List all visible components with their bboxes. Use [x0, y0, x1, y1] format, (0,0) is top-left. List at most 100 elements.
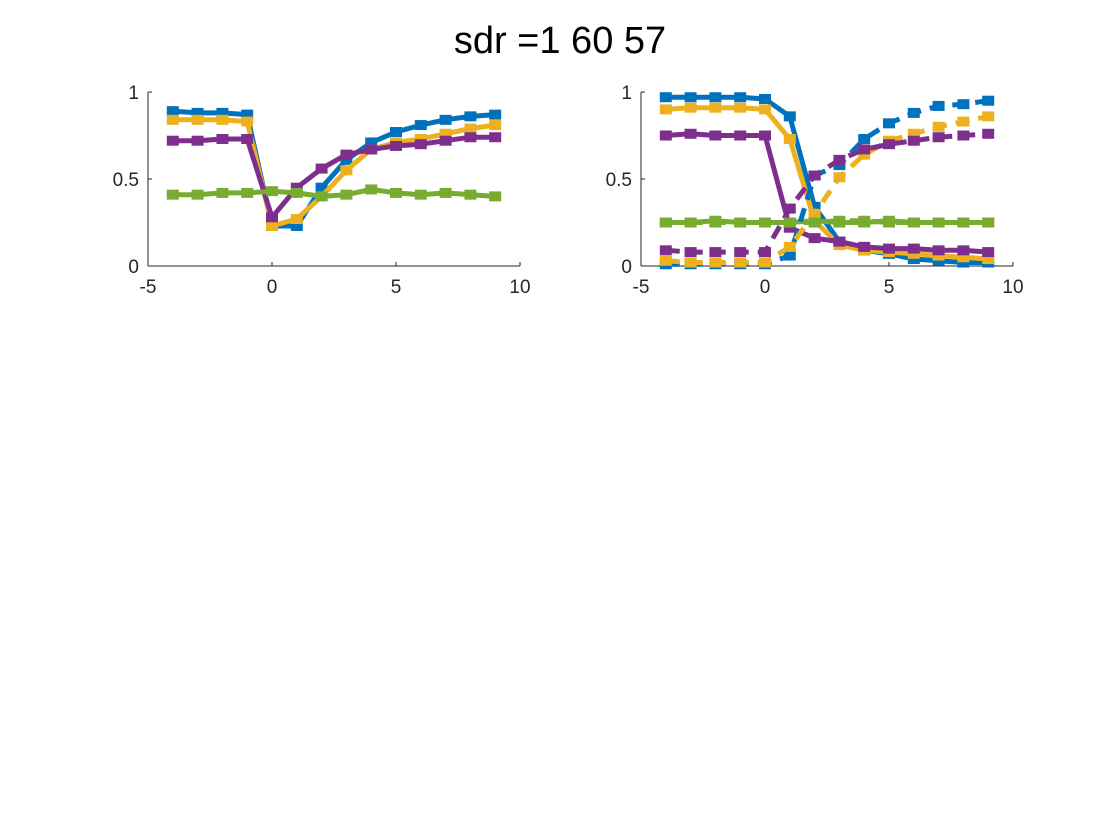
data-point — [414, 120, 427, 131]
y-tick-label: 0.5 — [113, 170, 139, 191]
data-point — [684, 92, 697, 103]
data-point — [340, 189, 353, 200]
data-point — [290, 187, 303, 198]
data-point — [216, 107, 229, 118]
data-point — [957, 99, 970, 110]
data-point — [464, 189, 477, 200]
y-tick-label: 0.5 — [606, 170, 632, 191]
y-tick-label: 1 — [621, 83, 632, 104]
data-point — [659, 92, 672, 103]
data-point — [982, 247, 995, 258]
data-point — [216, 133, 229, 144]
data-point — [783, 217, 796, 228]
data-point — [957, 217, 970, 228]
x-tick-label: 0 — [267, 277, 278, 298]
data-point — [957, 257, 970, 268]
data-point — [166, 135, 179, 146]
data-point — [982, 111, 995, 122]
data-point — [883, 118, 895, 129]
data-point — [858, 149, 871, 160]
data-point — [241, 187, 254, 198]
x-tick-label: 5 — [884, 277, 895, 298]
data-point — [982, 95, 995, 106]
data-point — [709, 130, 722, 141]
data-point — [808, 201, 821, 212]
data-point — [709, 247, 722, 258]
data-point — [489, 120, 502, 131]
x-tick-label: 10 — [1002, 277, 1023, 298]
data-point — [833, 215, 846, 226]
data-point — [982, 254, 995, 265]
data-point — [734, 102, 747, 113]
data-point — [759, 247, 771, 258]
data-point — [783, 133, 796, 144]
data-point — [659, 130, 672, 141]
data-point — [266, 220, 278, 231]
data-point — [858, 133, 871, 144]
data-point — [684, 257, 697, 268]
data-point — [907, 243, 920, 254]
data-point — [783, 241, 796, 252]
data-point — [439, 114, 452, 125]
data-point — [709, 217, 722, 228]
data-point — [932, 217, 945, 228]
data-point — [191, 189, 204, 200]
data-point — [932, 100, 945, 111]
data-point — [783, 111, 796, 122]
data-point — [759, 217, 771, 228]
data-point — [489, 191, 502, 202]
data-point — [709, 102, 722, 113]
data-point — [808, 233, 821, 244]
data-point — [957, 130, 970, 141]
data-point — [684, 247, 697, 258]
data-point — [957, 245, 970, 256]
x-tick-label: 0 — [760, 277, 771, 298]
data-point — [709, 92, 722, 103]
data-point — [439, 135, 452, 146]
data-point — [390, 187, 402, 198]
data-point — [808, 170, 821, 181]
data-point — [907, 254, 920, 265]
data-point — [216, 187, 229, 198]
figure-title: sdr =1 60 57 — [454, 20, 666, 62]
data-point — [759, 93, 771, 104]
data-point — [833, 236, 846, 247]
data-point — [783, 250, 796, 261]
data-point — [907, 217, 920, 228]
data-point — [833, 154, 846, 165]
data-point — [833, 160, 846, 171]
data-point — [365, 137, 378, 148]
data-point — [734, 247, 747, 258]
data-point — [266, 212, 278, 223]
data-point — [390, 127, 402, 138]
data-point — [166, 189, 179, 200]
data-point — [659, 104, 672, 115]
data-point — [365, 144, 378, 155]
data-point — [734, 92, 747, 103]
data-point — [957, 252, 970, 263]
data-point — [439, 187, 452, 198]
data-point — [734, 257, 747, 268]
data-point — [659, 217, 672, 228]
data-point — [414, 139, 427, 150]
data-point — [191, 135, 204, 146]
data-point — [340, 149, 353, 160]
x-tick-label: 10 — [509, 277, 530, 298]
data-point — [315, 182, 328, 193]
data-point — [659, 245, 672, 256]
data-point — [734, 130, 747, 141]
data-point — [340, 165, 353, 176]
data-point — [191, 114, 204, 125]
data-point — [982, 128, 995, 139]
data-point — [489, 132, 502, 143]
data-point — [684, 102, 697, 113]
data-point — [957, 116, 970, 127]
data-point — [734, 217, 747, 228]
data-point — [439, 128, 452, 139]
data-point — [982, 217, 995, 228]
data-point — [808, 208, 821, 219]
